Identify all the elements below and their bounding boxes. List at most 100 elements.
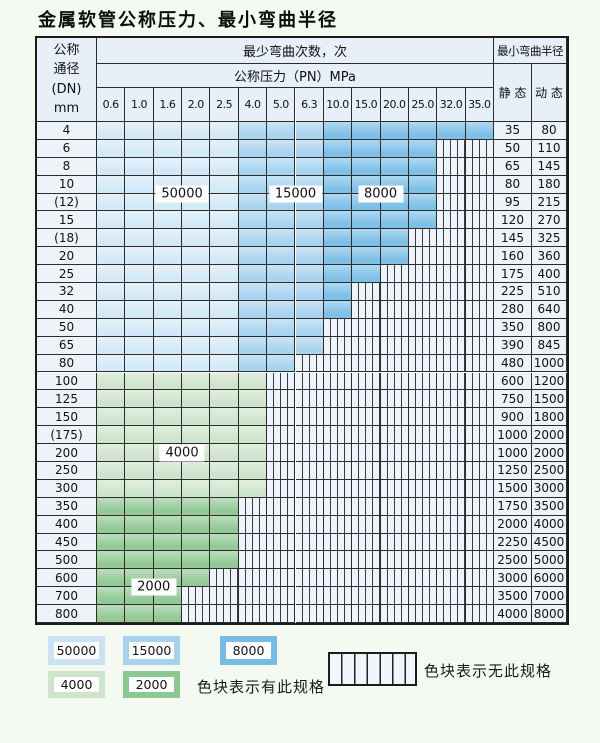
pressure-cell-striped — [295, 587, 324, 606]
cycles-header: 最少弯曲次数，次 — [97, 38, 494, 64]
pressure-cell-striped — [352, 300, 381, 319]
pressure-cell-striped — [352, 372, 381, 391]
dn-cell: 25 — [37, 265, 97, 284]
pressure-cell-striped — [323, 461, 353, 480]
dn-cell: (175) — [37, 426, 97, 445]
pressure-cell-colored — [125, 139, 154, 158]
pressure-cell-colored — [210, 354, 239, 373]
pressure-cell-colored — [352, 211, 381, 230]
pressure-cell-colored — [295, 336, 324, 355]
pressure-cell-colored — [153, 533, 183, 552]
dynamic-radius-cell: 180 — [532, 175, 567, 194]
pressure-cell-striped — [323, 372, 353, 391]
pressure-col-header: 10.0 — [323, 88, 353, 122]
pressure-cell-striped — [352, 444, 381, 462]
pressure-cell-colored — [380, 122, 409, 140]
pressure-cell-striped — [465, 587, 494, 606]
pressure-cell-striped — [182, 605, 211, 623]
dn-cell: 65 — [37, 336, 97, 355]
legend-swatch-label: 4000 — [60, 677, 93, 692]
pressure-cell-colored — [352, 157, 381, 176]
pressure-cell-striped — [437, 354, 466, 373]
pressure-cell-striped — [238, 551, 268, 570]
pressure-cell-striped — [465, 336, 494, 355]
pressure-cell-colored — [210, 408, 239, 427]
legend-swatch-8000: 8000 — [220, 636, 277, 665]
dynamic-radius-cell: 80 — [532, 122, 567, 140]
pressure-cell-colored — [182, 283, 211, 301]
pressure-cell-striped — [465, 229, 494, 248]
pressure-cell-colored — [238, 461, 268, 480]
static-radius-cell: 2250 — [494, 533, 532, 552]
pressure-cell-colored — [153, 605, 183, 623]
pressure-cell-colored — [125, 479, 154, 498]
pressure-cell-striped — [437, 157, 466, 176]
pressure-cell-striped — [465, 461, 494, 480]
pressure-cell-striped — [182, 587, 211, 606]
pressure-cell-striped — [380, 408, 409, 427]
pressure-cell-colored — [238, 372, 268, 391]
dn-cell: 4 — [37, 122, 97, 140]
pressure-cell-colored — [295, 229, 324, 248]
pressure-cell-striped — [408, 569, 438, 588]
pressure-cell-colored — [97, 122, 126, 140]
pressure-cell-striped — [295, 426, 324, 445]
pressure-cell-colored — [380, 157, 409, 176]
pressure-cell-colored — [267, 265, 296, 284]
pressure-cell-colored — [182, 569, 211, 588]
pressure-cell-striped — [437, 283, 466, 301]
pressure-cell-striped — [352, 515, 381, 534]
pressure-cell-colored — [182, 157, 211, 176]
static-radius-cell: 120 — [494, 211, 532, 230]
dynamic-radius-cell: 6000 — [532, 569, 567, 588]
pressure-cell-striped — [465, 479, 494, 498]
pressure-cell-striped — [437, 318, 466, 337]
pressure-cell-colored — [267, 283, 296, 301]
pressure-cell-colored — [125, 372, 154, 391]
pressure-cell-striped — [465, 139, 494, 158]
pressure-cell-striped — [408, 479, 438, 498]
pressure-cell-colored — [97, 461, 126, 480]
pressure-cell-striped — [267, 551, 296, 570]
dn-header-line: 通径 — [53, 62, 80, 77]
pressure-cell-striped — [380, 318, 409, 337]
pressure-cell-striped — [465, 247, 494, 266]
pressure-cell-striped — [465, 408, 494, 427]
dn-cell: 250 — [37, 461, 97, 480]
pressure-cell-colored — [182, 336, 211, 355]
pressure-cell-colored — [125, 605, 154, 623]
pressure-cell-striped — [408, 336, 438, 355]
pressure-cell-striped — [267, 569, 296, 588]
pressure-cell-colored — [153, 157, 183, 176]
pressure-cell-striped — [295, 479, 324, 498]
pressure-cell-colored — [238, 175, 268, 194]
pressure-cell-colored — [210, 479, 239, 498]
pressure-cell-colored — [182, 461, 211, 480]
pressure-cell-striped — [437, 408, 466, 427]
dynamic-radius-cell: 145 — [532, 157, 567, 176]
pressure-cell-striped — [267, 587, 296, 606]
pressure-cell-colored — [323, 265, 353, 284]
pressure-cell-striped — [380, 587, 409, 606]
pressure-cell-colored — [125, 336, 154, 355]
pressure-cell-striped — [380, 336, 409, 355]
dn-cell: 15 — [37, 211, 97, 230]
pressure-cell-striped — [238, 605, 268, 623]
dynamic-radius-cell: 7000 — [532, 587, 567, 606]
pressure-cell-striped — [323, 515, 353, 534]
pressure-cell-colored — [125, 229, 154, 248]
pressure-cell-colored — [323, 300, 353, 319]
pressure-cell-striped — [267, 390, 296, 409]
pressure-cell-colored — [267, 354, 296, 373]
pressure-cell-colored — [97, 605, 126, 623]
pressure-cell-striped — [380, 283, 409, 301]
pressure-cell-colored — [465, 122, 494, 140]
pressure-cell-colored — [97, 211, 126, 230]
pressure-cell-striped — [465, 533, 494, 552]
pressure-cell-colored — [97, 336, 126, 355]
pressure-cell-colored — [182, 390, 211, 409]
pressure-col-header: 1.0 — [125, 88, 154, 122]
pressure-cell-colored — [408, 122, 438, 140]
spec-table: 公称 通径 (DN) mm 最少弯曲次数，次 最小弯曲半径 公称压力（PN）MPa 0.6 1.… — [35, 36, 569, 625]
